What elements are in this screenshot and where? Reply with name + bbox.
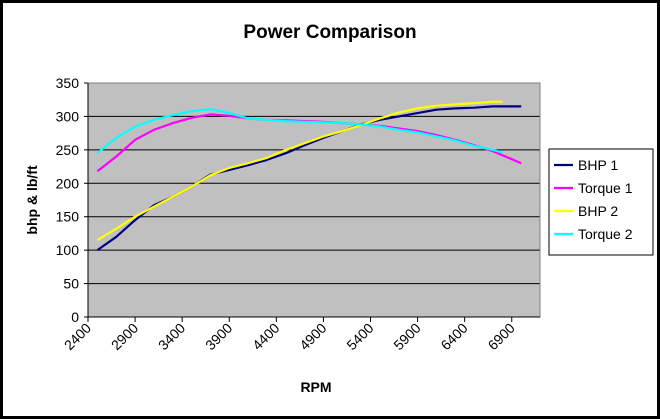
- x-tick-label: 2900: [108, 320, 141, 353]
- legend-box: [548, 148, 654, 256]
- y-tick-label: 0: [71, 309, 79, 325]
- x-tick-label: 3400: [155, 320, 188, 353]
- y-axis-title: bhp & lb/ft: [24, 165, 40, 235]
- legend-label: Torque 2: [578, 226, 633, 242]
- y-tick-label: 100: [56, 242, 80, 258]
- x-tick-label: 5400: [343, 320, 376, 353]
- plot-area: 0 50 100 150 200 250 300 350 2400 2900 3400 3900 440…: [56, 75, 541, 353]
- y-tick-label: 300: [56, 108, 80, 124]
- legend-label: Torque 1: [578, 180, 633, 196]
- legend-label: BHP 1: [578, 157, 618, 173]
- x-tick-label: 5900: [390, 320, 423, 353]
- chart-title: Power Comparison: [243, 22, 416, 43]
- legend: BHP 1 Torque 1 BHP 2 Torque 2: [548, 148, 654, 256]
- x-axis-title: RPM: [300, 379, 331, 395]
- y-tick-label: 350: [56, 75, 80, 91]
- x-tick-label: 4400: [249, 320, 282, 353]
- x-tick-label: 2400: [61, 320, 94, 353]
- x-tick-label: 6900: [485, 320, 518, 353]
- x-tick-label: 4900: [296, 320, 329, 353]
- y-tick-label: 250: [56, 142, 80, 158]
- y-tick-label: 150: [56, 209, 80, 225]
- series-line-bhp-2: [96, 100, 503, 242]
- plot-background: [88, 83, 540, 317]
- series-line-torque-2: [96, 107, 503, 155]
- y-tick-label: 50: [63, 276, 79, 292]
- x-tick-label: 3900: [202, 320, 235, 353]
- line-chart: Power Comparison RPM bhp & lb/ft 0 50 100 1…: [24, 22, 654, 395]
- chart-area: Power Comparison RPM bhp & lb/ft 0 50 100 1…: [3, 3, 657, 416]
- y-tick-label: 200: [56, 175, 80, 191]
- x-tick-label: 6400: [437, 320, 470, 353]
- legend-label: BHP 2: [578, 203, 618, 219]
